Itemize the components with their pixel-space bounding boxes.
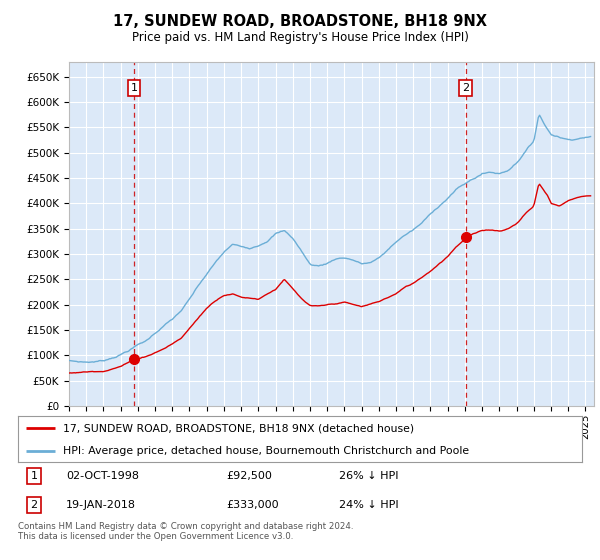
Text: Contains HM Land Registry data © Crown copyright and database right 2024.
This d: Contains HM Land Registry data © Crown c…: [18, 522, 353, 542]
Text: 19-JAN-2018: 19-JAN-2018: [66, 501, 136, 510]
Text: 17, SUNDEW ROAD, BROADSTONE, BH18 9NX: 17, SUNDEW ROAD, BROADSTONE, BH18 9NX: [113, 14, 487, 29]
Text: 2: 2: [31, 501, 38, 510]
Text: £92,500: £92,500: [227, 471, 272, 480]
Text: £333,000: £333,000: [227, 501, 280, 510]
Text: 1: 1: [31, 471, 37, 480]
Text: 2: 2: [462, 83, 469, 93]
Text: 26% ↓ HPI: 26% ↓ HPI: [340, 471, 399, 480]
Text: 02-OCT-1998: 02-OCT-1998: [66, 471, 139, 480]
Text: 1: 1: [131, 83, 137, 93]
Text: 17, SUNDEW ROAD, BROADSTONE, BH18 9NX (detached house): 17, SUNDEW ROAD, BROADSTONE, BH18 9NX (d…: [63, 423, 414, 433]
Text: HPI: Average price, detached house, Bournemouth Christchurch and Poole: HPI: Average price, detached house, Bour…: [63, 446, 469, 455]
Text: Price paid vs. HM Land Registry's House Price Index (HPI): Price paid vs. HM Land Registry's House …: [131, 31, 469, 44]
Text: 24% ↓ HPI: 24% ↓ HPI: [340, 501, 399, 510]
